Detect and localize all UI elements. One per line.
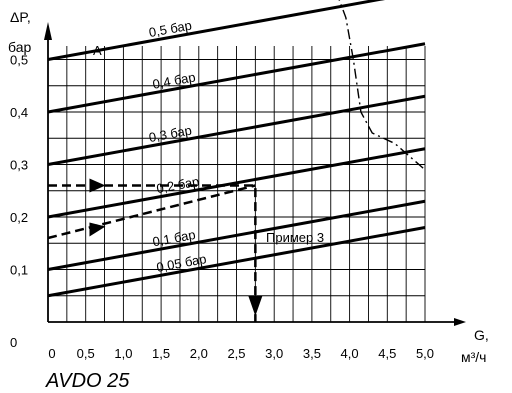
- series-line: [47, 226, 426, 298]
- example-arrow-right-2: [89, 222, 106, 237]
- tick-labels: 0 0,5 1,0 1,5 2,0 2,5 3,0 3,5 4,0 4,5 5,0 0 0,1 0,2 0,…: [10, 53, 434, 362]
- series-line: [47, 0, 386, 61]
- model-caption: AVDO 25: [45, 370, 130, 392]
- y-tick-label: 0,1: [10, 263, 28, 278]
- example-path-secondary: [47, 184, 256, 240]
- x-tick-label: 1,5: [152, 346, 170, 361]
- x-tick-label: 3,5: [303, 346, 321, 361]
- x-tick-label: 2,0: [190, 346, 208, 361]
- y-axis-unit: бар: [8, 39, 31, 55]
- y-axis-arrow: [44, 22, 52, 40]
- y-tick-label: 0,2: [10, 210, 28, 225]
- x-tick-label: 4,0: [341, 346, 359, 361]
- x-axis-title: G,: [474, 327, 489, 343]
- y-tick-label: 0,5: [10, 53, 28, 68]
- x-tick-label: 0: [48, 346, 55, 361]
- series-line: [47, 94, 426, 166]
- grid: [47, 46, 426, 322]
- x-tick-label: 2,5: [227, 346, 245, 361]
- example-group: [47, 178, 263, 322]
- x-axis-arrow: [454, 318, 466, 326]
- y-tick-label: 0,4: [10, 105, 28, 120]
- series-line: [47, 42, 426, 114]
- y-tick-label: 0,3: [10, 158, 28, 173]
- x-tick-label: 1,0: [114, 346, 132, 361]
- example-arrow-right: [89, 178, 106, 193]
- annotation-label: A: [93, 43, 102, 58]
- y-tick-label: 0: [10, 335, 17, 350]
- series-group: [47, 0, 426, 298]
- x-axis-unit: м³/ч: [461, 349, 486, 365]
- example-path: [48, 184, 257, 322]
- example-arrow-down: [248, 296, 263, 316]
- series-line: [47, 147, 426, 219]
- x-tick-label: 4,5: [378, 346, 396, 361]
- limit-curve-group: [338, 0, 426, 171]
- x-tick-label: 0,5: [77, 346, 95, 361]
- x-tick-label: 5,0: [416, 346, 434, 361]
- y-axis-title: ΔP,: [10, 9, 31, 25]
- example-label: Пример 3: [266, 230, 324, 245]
- axes: [44, 22, 466, 326]
- x-tick-label: 3,0: [265, 346, 283, 361]
- limit-curve: [338, 0, 426, 171]
- series-line: [47, 199, 426, 271]
